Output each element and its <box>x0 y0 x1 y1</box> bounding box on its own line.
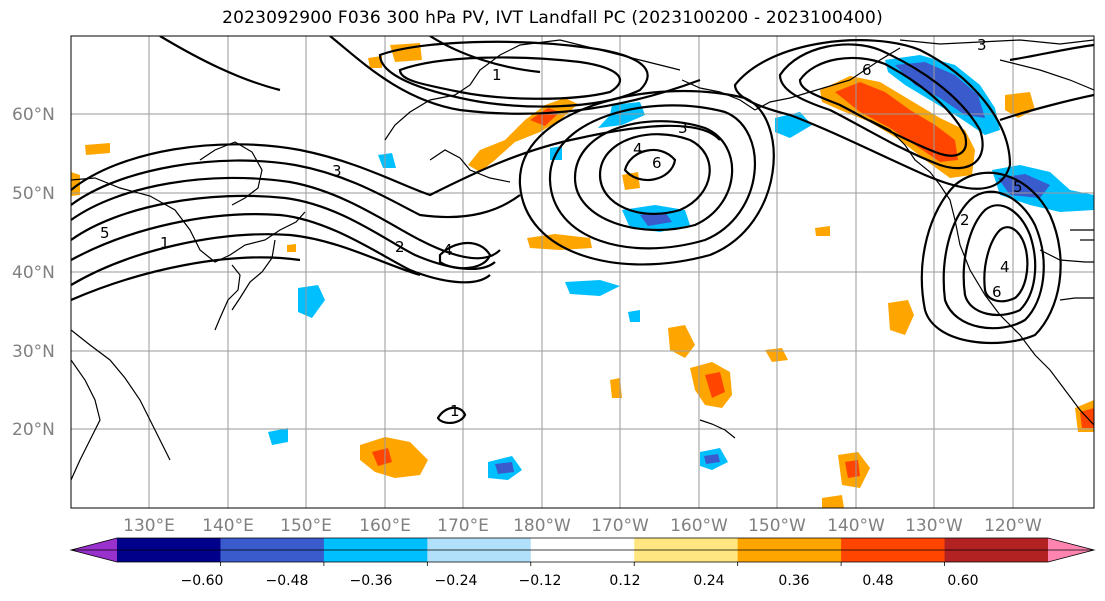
contour-label: 4 <box>633 140 643 158</box>
lon-label: 140°E <box>202 516 254 536</box>
lon-label: 120°W <box>984 516 1042 536</box>
lat-label: 40°N <box>12 263 55 283</box>
colorbar-ticks <box>220 562 945 566</box>
contour-labels: 5 1 3 2 4 6 3 4 6 1 2 3 4 5 6 1 <box>100 36 1023 420</box>
lon-label: 160°W <box>670 516 728 536</box>
colorbar-outline <box>69 537 1096 563</box>
lon-label: 130°W <box>905 516 963 536</box>
contour-label: 4 <box>1000 258 1010 276</box>
contour-label: 6 <box>862 61 872 79</box>
colorbar: −0.60 −0.48 −0.36 −0.24 −0.12 0.12 0.24 … <box>69 537 1096 589</box>
lon-label: 140°W <box>827 516 885 536</box>
colorbar-labels: −0.60 −0.48 −0.36 −0.24 −0.12 0.12 0.24 … <box>181 573 979 589</box>
contour-label: 1 <box>160 234 170 252</box>
contour-label: 3 <box>977 36 987 54</box>
lon-label: 160°E <box>359 516 411 536</box>
colorbar-tick-label: −0.36 <box>350 573 393 589</box>
lon-label: 150°E <box>280 516 332 536</box>
lon-label: 170°E <box>437 516 489 536</box>
longitude-labels: 130°E 140°E 150°E 160°E 170°E 180°W 170°… <box>123 516 1042 536</box>
map-title: 2023092900 F036 300 hPa PV, IVT Landfall… <box>222 8 883 28</box>
colorbar-tick-label: 0.12 <box>609 573 640 589</box>
contour-label: 4 <box>443 241 453 259</box>
contour-label: 6 <box>992 283 1002 301</box>
lon-label: 170°W <box>591 516 649 536</box>
contour-label: 2 <box>960 211 970 229</box>
contour-label: 5 <box>1013 178 1023 196</box>
contour-label: 1 <box>450 402 460 420</box>
colorbar-tick-label: −0.60 <box>181 573 224 589</box>
contour-label: 5 <box>100 224 110 242</box>
latitude-labels: 60°N 50°N 40°N 30°N 20°N <box>12 105 55 440</box>
colorbar-tick-label: −0.24 <box>435 573 478 589</box>
lon-label: 180°W <box>513 516 571 536</box>
lat-label: 20°N <box>12 420 55 440</box>
colorbar-tick-label: −0.48 <box>266 573 309 589</box>
lat-label: 60°N <box>12 105 55 125</box>
lat-label: 50°N <box>12 184 55 204</box>
coastlines <box>71 39 1094 481</box>
contour-label: 1 <box>492 66 502 84</box>
lat-label: 30°N <box>12 342 55 362</box>
colorbar-tick-label: 0.36 <box>778 573 809 589</box>
colorbar-tick-label: 0.24 <box>693 573 724 589</box>
contour-label: 3 <box>332 162 342 180</box>
contour-label: 2 <box>395 238 405 256</box>
contour-label: 6 <box>652 154 662 172</box>
lon-label: 150°W <box>748 516 806 536</box>
map-frame <box>70 35 1095 509</box>
pv-contours <box>71 36 1094 424</box>
lon-label: 130°E <box>123 516 175 536</box>
colorbar-tick-label: −0.12 <box>519 573 562 589</box>
colorbar-tick-label: 0.48 <box>862 573 893 589</box>
contour-label: 3 <box>678 119 688 137</box>
colorbar-tick-label: 0.60 <box>947 573 978 589</box>
